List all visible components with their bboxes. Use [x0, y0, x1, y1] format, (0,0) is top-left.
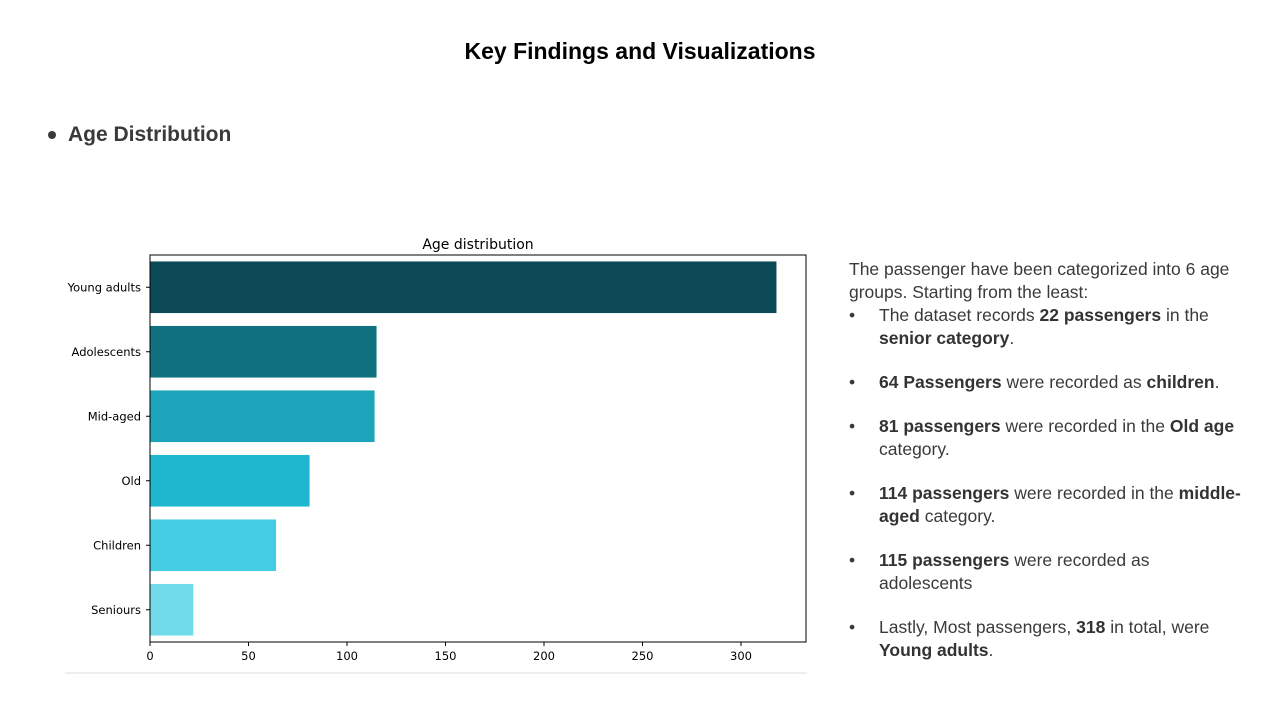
y-tick-label: Old — [121, 474, 141, 488]
x-tick-label: 150 — [435, 649, 457, 663]
finding-highlight: 318 — [1076, 617, 1106, 637]
y-tick-label: Adolescents — [72, 345, 141, 359]
finding-item: 64 Passengers were recorded as children. — [849, 371, 1244, 394]
bars-group — [150, 261, 777, 636]
y-tick-label: Mid-aged — [88, 409, 141, 423]
findings-notes: The passenger have been categorized into… — [849, 258, 1244, 662]
y-tick-label: Seniours — [91, 603, 141, 617]
finding-highlight: senior category — [879, 328, 1010, 348]
finding-item: The dataset records 22 passengers in the… — [849, 304, 1244, 350]
section-heading: Age Distribution — [48, 123, 231, 147]
x-tick-labels: 0 50 100 150 200 250 300 — [146, 642, 752, 663]
age-distribution-chart: Age distribution Young adults Adolescents… — [60, 228, 820, 678]
bullet-dot — [48, 131, 56, 139]
notes-intro: The passenger have been categorized into… — [849, 259, 1230, 302]
bar-young-adults — [150, 261, 777, 314]
finding-highlight: children — [1146, 372, 1215, 392]
finding-item: 115 passengers were recorded as adolesce… — [849, 549, 1244, 595]
finding-highlight: 115 passengers — [879, 550, 1010, 570]
bar-seniours — [150, 583, 194, 636]
finding-highlight: Young adults — [879, 640, 989, 660]
x-tick-label: 100 — [336, 649, 358, 663]
y-tick-label: Children — [93, 538, 141, 552]
y-tick-labels: Young adults Adolescents Mid-aged Old Childr… — [67, 280, 150, 617]
x-tick-label: 250 — [632, 649, 654, 663]
finding-highlight: middle-aged — [879, 483, 1241, 526]
bar-children — [150, 519, 277, 572]
x-tick-label: 200 — [533, 649, 555, 663]
plot-frame — [149, 254, 807, 643]
x-tick-label: 300 — [730, 649, 752, 663]
finding-highlight: 22 passengers — [1039, 305, 1162, 325]
bar-mid-aged — [150, 390, 375, 443]
finding-highlight: 81 passengers — [879, 416, 1001, 436]
finding-highlight: 114 passengers — [879, 483, 1010, 503]
slide-title: Key Findings and Visualizations — [464, 38, 816, 64]
finding-item: Lastly, Most passengers, 318 in total, w… — [849, 616, 1244, 662]
chart-svg: Age distribution Young adults Adolescents… — [65, 237, 807, 674]
x-tick-label: 0 — [146, 649, 153, 663]
finding-highlight: 64 Passengers — [879, 372, 1002, 392]
y-tick-label: Young adults — [67, 280, 141, 294]
section-label: Age Distribution — [68, 123, 232, 146]
chart-title: Age distribution — [422, 237, 533, 253]
finding-item: 114 passengers were recorded in the midd… — [849, 482, 1244, 528]
x-tick-label: 50 — [241, 649, 256, 663]
bar-adolescents — [150, 325, 377, 378]
finding-item: 81 passengers were recorded in the Old a… — [849, 415, 1244, 461]
findings-list: The dataset records 22 passengers in the… — [849, 304, 1244, 662]
bar-old — [150, 454, 310, 507]
finding-highlight: Old age — [1169, 416, 1235, 436]
